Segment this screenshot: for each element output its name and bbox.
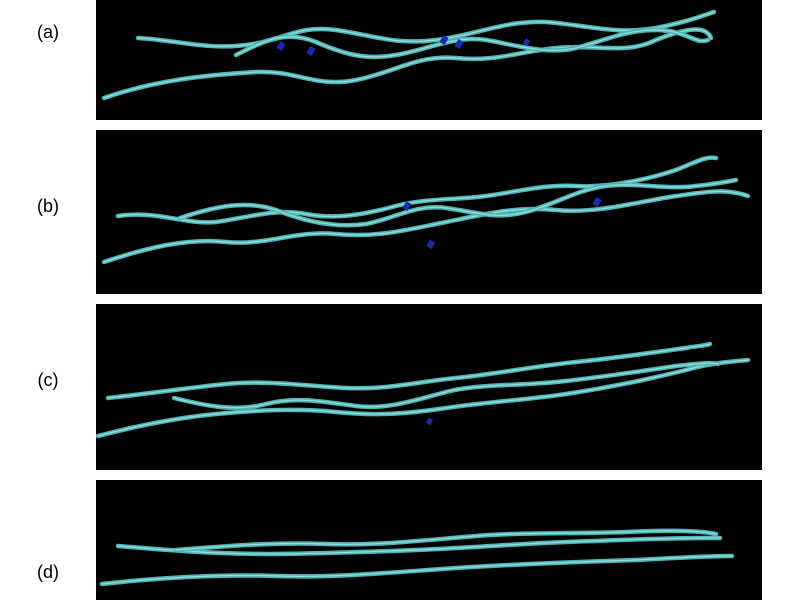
ribbon-strand	[105, 341, 713, 401]
marker	[276, 41, 286, 51]
marker	[522, 38, 531, 47]
marker	[306, 46, 316, 56]
ribbon-structure-c	[96, 341, 751, 439]
marker	[454, 39, 464, 49]
panel-d-protein-ribbon	[96, 480, 762, 600]
ribbon-strand	[115, 155, 719, 225]
panel-a-protein-ribbon	[96, 0, 762, 120]
marker	[425, 417, 434, 426]
ribbon-structure-a	[101, 9, 717, 101]
panel-label-b: (b)	[37, 196, 59, 216]
panel-c-protein-ribbon	[96, 304, 762, 470]
panel-label-c: (c)	[37, 370, 59, 390]
ribbon-structure-d	[99, 528, 735, 587]
marker	[439, 35, 449, 45]
marker	[592, 197, 602, 207]
panel-label-a: (a)	[37, 22, 59, 42]
panel-b-protein-ribbon	[96, 130, 762, 294]
marker	[402, 201, 412, 211]
panel-label-d: (d)	[37, 562, 59, 582]
ribbon-strand	[171, 360, 721, 410]
marker	[426, 239, 436, 249]
ribbon-structure-b	[101, 155, 751, 265]
